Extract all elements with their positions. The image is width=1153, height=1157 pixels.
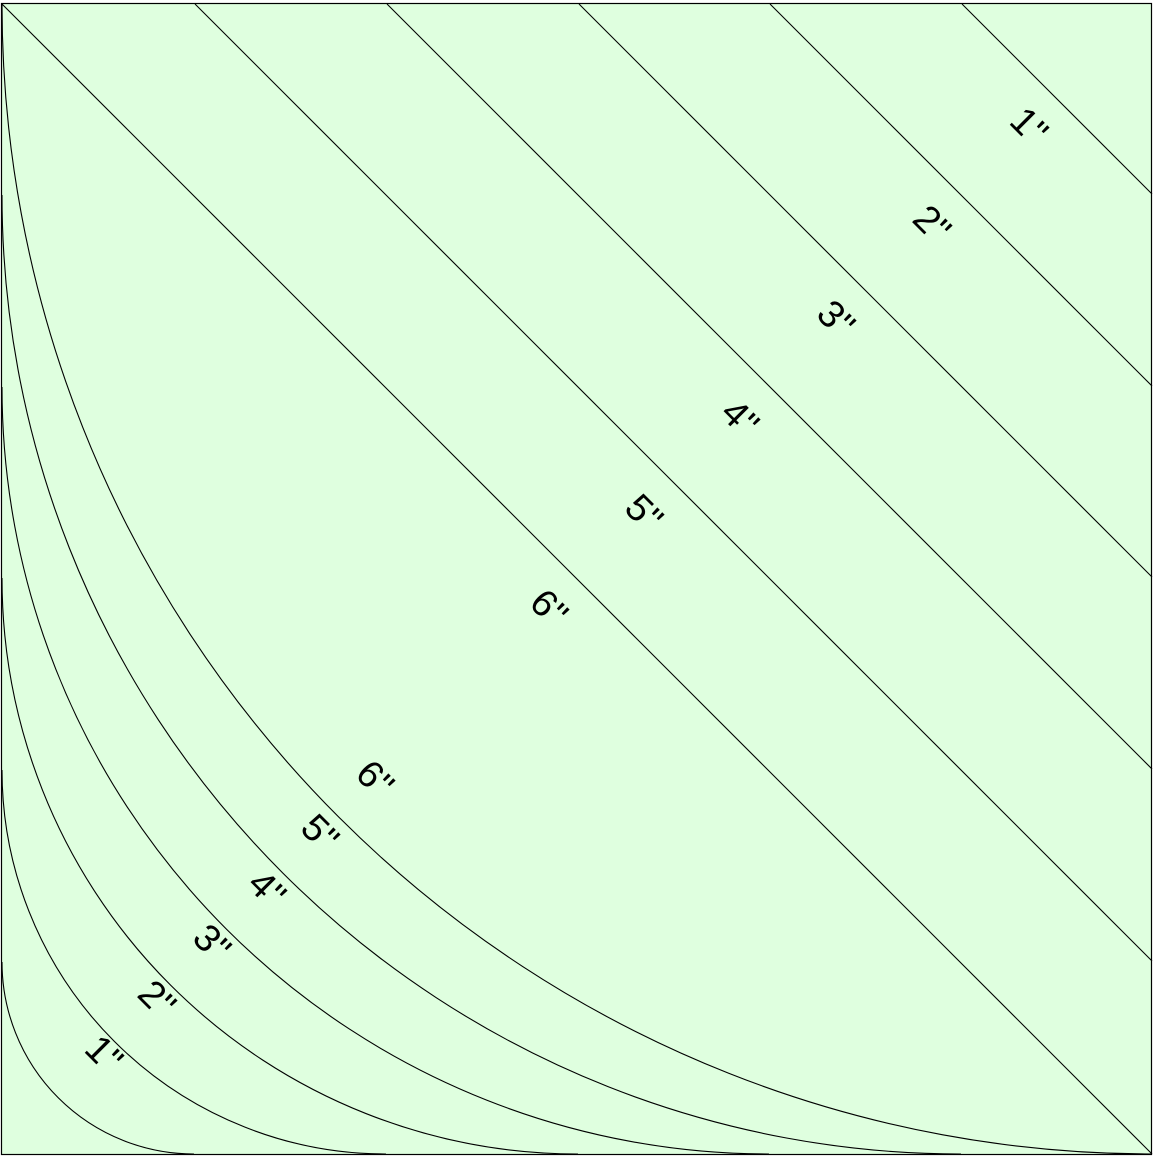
curve-1 [1, 961, 195, 1155]
curve-6 [1, 3, 1153, 1155]
diagonal-lines [1, 3, 1153, 1155]
curve-4 [1, 386, 770, 1155]
diagonal-line-1 [961, 3, 1153, 195]
diagonal-line-main [1, 3, 1153, 1155]
curve-5 [1, 194, 962, 1155]
curve-2 [1, 769, 387, 1155]
curves [1, 3, 1153, 1155]
diagonal-line-2 [769, 3, 1153, 387]
diagonal-line-4 [386, 3, 1153, 770]
diagonal-line-5 [194, 3, 1153, 962]
curve-3 [1, 577, 579, 1155]
diagonal-line-3 [578, 3, 1153, 578]
